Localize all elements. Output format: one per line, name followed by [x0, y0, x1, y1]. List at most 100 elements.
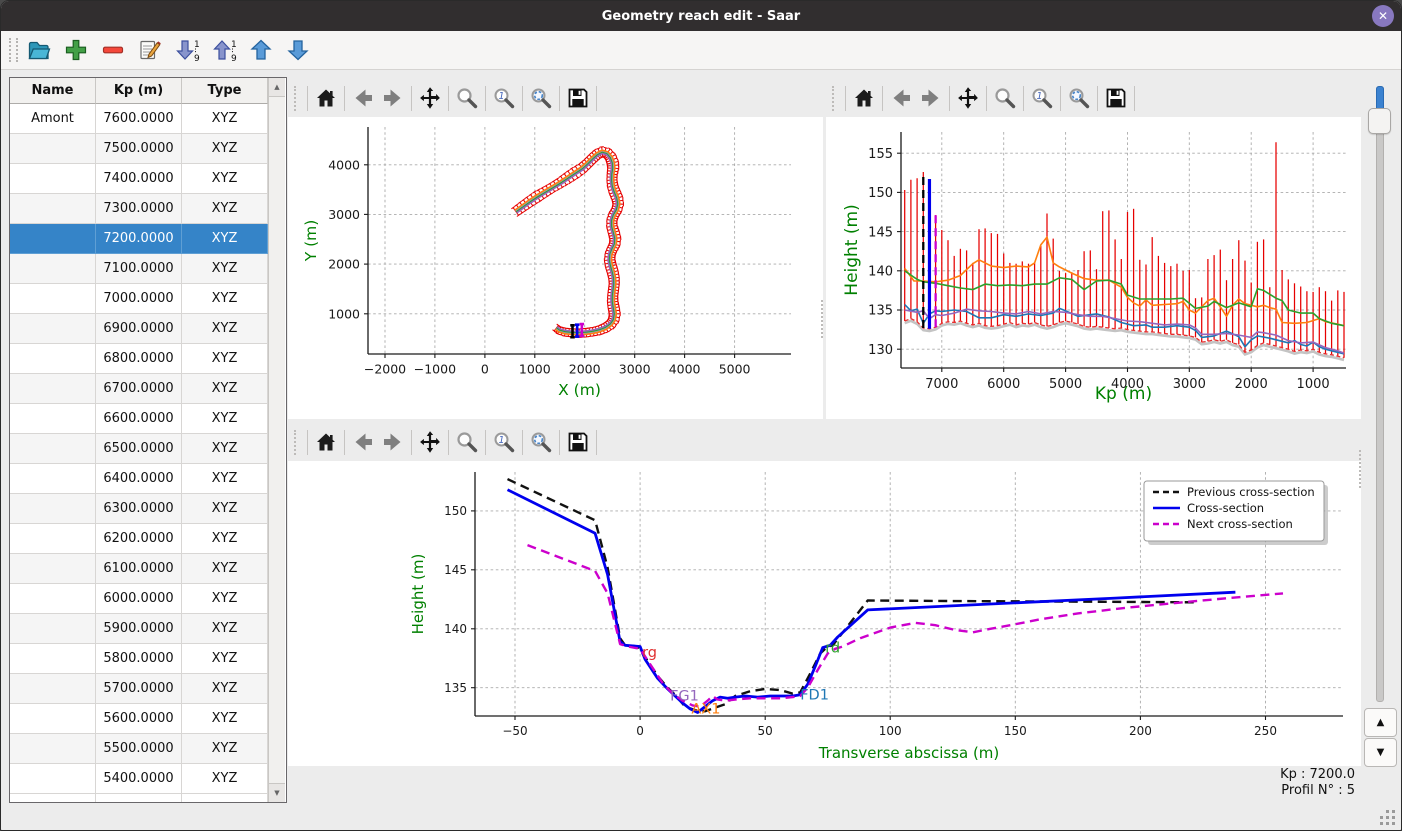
zoom-one-button[interactable]: 1 — [489, 427, 519, 457]
table-row[interactable]: 5800.0000 XYZ — [10, 644, 268, 674]
cell-kp: 5600.0000 — [96, 704, 182, 734]
forward-button[interactable] — [916, 83, 946, 113]
toolbar-drag-handle[interactable] — [9, 38, 18, 62]
table-scrollbar[interactable]: ▲ ▼ — [268, 78, 285, 802]
planform-figure[interactable]: −2000 −1000 0 1000 2000 3000 4000 5000 1000 2000 3… — [288, 117, 823, 419]
forward-button[interactable] — [378, 427, 408, 457]
svg-text:9: 9 — [194, 54, 200, 63]
home-button[interactable] — [311, 427, 341, 457]
table-row[interactable]: 5600.0000 XYZ — [10, 704, 268, 734]
zoom-button[interactable] — [452, 427, 482, 457]
svg-text:X (m): X (m) — [558, 381, 601, 399]
table-row[interactable]: 7000.0000 XYZ — [10, 284, 268, 314]
table-row[interactable]: 5700.0000 XYZ — [10, 674, 268, 704]
table-row[interactable]: 6200.0000 XYZ — [10, 524, 268, 554]
zoom-rect-button[interactable] — [526, 83, 556, 113]
table-row[interactable]: 6500.0000 XYZ — [10, 434, 268, 464]
svg-text:6000: 6000 — [987, 377, 1020, 392]
column-header-0[interactable]: Name — [10, 78, 96, 104]
table-row[interactable]: 7500.0000 XYZ — [10, 134, 268, 164]
pan-button[interactable] — [953, 83, 983, 113]
save-button[interactable] — [563, 83, 593, 113]
table-row[interactable]: 6900.0000 XYZ — [10, 314, 268, 344]
table-row[interactable]: 7100.0000 XYZ — [10, 254, 268, 284]
table-row[interactable]: 5500.0000 XYZ — [10, 734, 268, 764]
toolbar-separator — [411, 85, 412, 111]
plot-toolbar-drag-handle[interactable] — [294, 429, 300, 455]
zoom-icon — [457, 88, 478, 109]
zoom-one-button[interactable]: 1 — [489, 83, 519, 113]
table-row[interactable]: 6700.0000 XYZ — [10, 374, 268, 404]
home-button[interactable] — [849, 83, 879, 113]
remove-profile-button[interactable] — [98, 35, 128, 65]
open-folder-button[interactable] — [24, 35, 54, 65]
table-row[interactable]: 6000.0000 XYZ — [10, 584, 268, 614]
table-row[interactable]: 7200.0000 XYZ — [10, 224, 268, 254]
table-row[interactable]: 6100.0000 XYZ — [10, 554, 268, 584]
zoom-rect-button[interactable] — [1064, 83, 1094, 113]
table-row[interactable]: 5900.0000 XYZ — [10, 614, 268, 644]
table-row[interactable]: 7300.0000 XYZ — [10, 194, 268, 224]
profile-up-button[interactable]: ▲ — [1364, 708, 1397, 737]
column-header-2[interactable]: Type — [182, 78, 268, 104]
zoom-button[interactable] — [452, 83, 482, 113]
titlebar[interactable]: Geometry reach edit - Saar ✕ — [1, 1, 1401, 31]
splitter-handle[interactable] — [1359, 450, 1365, 488]
move-up-button[interactable] — [246, 35, 276, 65]
toolbar-separator — [596, 85, 597, 111]
table-row[interactable]: 6600.0000 XYZ — [10, 404, 268, 434]
svg-text:4000: 4000 — [669, 362, 701, 377]
column-header-1[interactable]: Kp (m) — [96, 78, 182, 104]
cell-kp: 6700.0000 — [96, 374, 182, 404]
cell-name — [10, 194, 96, 224]
add-profile-button[interactable] — [61, 35, 91, 65]
table-row[interactable]: 6300.0000 XYZ — [10, 494, 268, 524]
pan-button[interactable] — [415, 83, 445, 113]
table-scroll-down-button[interactable]: ▼ — [269, 783, 285, 802]
cell-kp: 5700.0000 — [96, 674, 182, 704]
cell-name — [10, 254, 96, 284]
table-row[interactable]: 5400.0000 XYZ — [10, 764, 268, 794]
table-row[interactable]: Amont 7600.0000 XYZ — [10, 104, 268, 134]
back-button[interactable] — [348, 427, 378, 457]
edit-profile-button[interactable] — [135, 35, 165, 65]
plot-toolbar-drag-handle[interactable] — [832, 85, 838, 111]
zoom-rect-button[interactable] — [526, 427, 556, 457]
cell-type: XYZ — [182, 704, 268, 734]
close-button[interactable]: ✕ — [1372, 5, 1394, 27]
back-button[interactable] — [886, 83, 916, 113]
move-down-button[interactable] — [283, 35, 313, 65]
home-button[interactable] — [311, 83, 341, 113]
profile-down-button[interactable]: ▼ — [1364, 738, 1397, 767]
plot-toolbar-drag-handle[interactable] — [294, 85, 300, 111]
toolbar-separator — [845, 85, 846, 111]
save-button[interactable] — [563, 427, 593, 457]
table-row[interactable]: 6800.0000 XYZ — [10, 344, 268, 374]
table-scroll-up-button[interactable]: ▲ — [269, 78, 285, 97]
sort-descending-icon: 19 — [176, 40, 200, 63]
longitudinal-figure[interactable]: 7000 6000 5000 4000 3000 2000 1000 130 135 140 145… — [826, 117, 1361, 419]
svg-text:3000: 3000 — [1173, 377, 1206, 392]
svg-text:145: 145 — [444, 563, 467, 577]
toolbar-separator — [559, 85, 560, 111]
profile-slider-track[interactable] — [1376, 86, 1384, 702]
pan-button[interactable] — [415, 427, 445, 457]
back-button[interactable] — [348, 83, 378, 113]
cell-type: XYZ — [182, 584, 268, 614]
table-row[interactable]: 7400.0000 XYZ — [10, 164, 268, 194]
cell-name — [10, 704, 96, 734]
zoom-one-button[interactable]: 1 — [1027, 83, 1057, 113]
splitter-handle[interactable] — [821, 300, 827, 338]
resize-grip[interactable] — [1386, 816, 1389, 819]
table-row[interactable]: 6400.0000 XYZ — [10, 464, 268, 494]
svg-text:Height (m): Height (m) — [842, 204, 862, 295]
cross-section-figure[interactable]: −50 0 50 100 150 200 250 135 140 145 150 Transverse… — [288, 461, 1361, 766]
forward-button[interactable] — [378, 83, 408, 113]
profile-slider-handle[interactable] — [1368, 108, 1391, 134]
toolbar-separator — [485, 85, 486, 111]
save-button[interactable] — [1101, 83, 1131, 113]
zoom-button[interactable] — [990, 83, 1020, 113]
